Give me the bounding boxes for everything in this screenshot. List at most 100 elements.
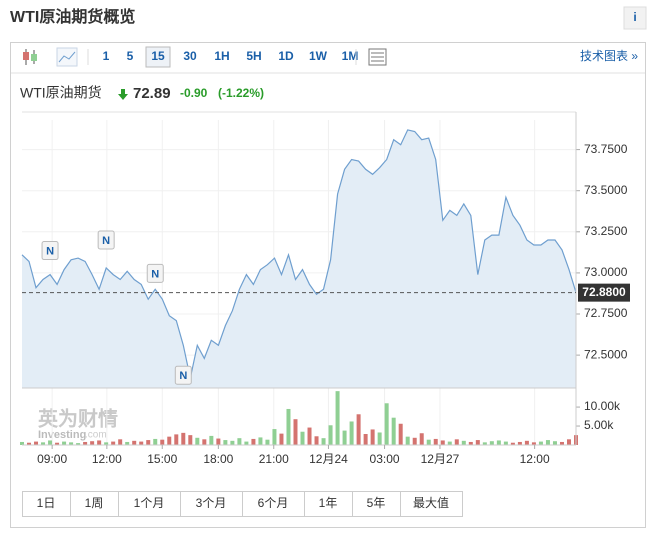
- volume-bar: [524, 440, 529, 445]
- interval-selected[interactable]: [145, 46, 171, 68]
- panel: [10, 42, 646, 528]
- interval-button[interactable]: 5H: [246, 49, 261, 63]
- volume-bar: [111, 441, 116, 445]
- volume-bar: [279, 433, 284, 445]
- volume-bar: [538, 441, 543, 445]
- tech-chart-link[interactable]: 技术图表 »: [580, 49, 638, 63]
- x-tick-label: 09:00: [37, 452, 67, 466]
- candle-icon[interactable]: [23, 49, 37, 65]
- x-tick-label: 03:00: [370, 452, 400, 466]
- range-button[interactable]: [352, 491, 401, 517]
- range-button[interactable]: [22, 491, 71, 517]
- volume-bar: [566, 439, 571, 445]
- interval-button[interactable]: 15: [151, 49, 165, 63]
- range-button[interactable]: [304, 491, 353, 517]
- range-button[interactable]: [70, 491, 119, 517]
- quote-change-pct: (-1.22%): [218, 86, 264, 100]
- news-marker[interactable]: [174, 365, 192, 385]
- volume-bar: [398, 423, 403, 445]
- news-label: N: [102, 235, 110, 247]
- volume-bar: [405, 436, 410, 445]
- volume-bar: [181, 432, 186, 445]
- price-line: [21, 129, 577, 379]
- volume-bar: [475, 440, 480, 445]
- news-marker[interactable]: [146, 263, 164, 283]
- news-marker[interactable]: [97, 230, 115, 250]
- interval-button[interactable]: 5: [127, 49, 134, 63]
- volume-bar: [489, 441, 494, 445]
- volume-bar: [384, 403, 389, 445]
- range-button[interactable]: [180, 491, 243, 517]
- range-label: 1周: [85, 496, 104, 510]
- interval-button[interactable]: 1W: [309, 49, 328, 63]
- volume-bar: [335, 391, 340, 445]
- volume-bar: [363, 434, 368, 445]
- quote-change: -0.90: [180, 86, 208, 100]
- interval-button[interactable]: 30: [183, 49, 197, 63]
- volume-bar: [69, 442, 74, 445]
- volume-bar: [167, 436, 172, 445]
- volume-bar: [20, 441, 24, 445]
- y2-tick-label: 10.00k: [584, 399, 621, 413]
- volume-bar: [97, 440, 102, 445]
- volume-bar: [76, 443, 81, 445]
- info-button[interactable]: [623, 6, 647, 30]
- volume-bar: [209, 435, 214, 445]
- volume-bar: [48, 440, 53, 445]
- volume-bar: [223, 440, 228, 445]
- y-tick-label: 73.0000: [584, 265, 628, 279]
- volume-bar: [265, 439, 270, 445]
- volume-bar: [440, 440, 445, 445]
- x-tick-label: 12月24: [309, 452, 348, 466]
- volume-bar: [62, 441, 67, 445]
- volume-bar: [531, 442, 536, 445]
- range-label: 3个月: [196, 496, 227, 510]
- volume-bar: [195, 437, 200, 445]
- news-marker[interactable]: [41, 241, 59, 261]
- interval-button[interactable]: 1D: [278, 49, 294, 63]
- price-area: [22, 129, 576, 388]
- down-arrow: [118, 89, 128, 100]
- volume-bar: [314, 436, 319, 445]
- x-tick-label: 18:00: [203, 452, 233, 466]
- volume-bar: [132, 440, 137, 445]
- volume-bar: [426, 439, 431, 445]
- volume-bar: [370, 429, 375, 445]
- interval-button[interactable]: 1: [103, 49, 110, 63]
- x-tick-label: 12月27: [421, 452, 460, 466]
- volume-bar: [83, 441, 88, 445]
- volume-bar: [160, 439, 165, 445]
- x-tick-label: 15:00: [147, 452, 177, 466]
- quote-name: WTI原油期货: [20, 85, 102, 101]
- range-button[interactable]: [400, 491, 463, 517]
- y-tick-label: 72.7500: [584, 306, 628, 320]
- volume-bar: [104, 442, 109, 445]
- news-label: N: [179, 370, 187, 382]
- volume-bar: [55, 442, 60, 445]
- layout-icon[interactable]: [368, 48, 387, 66]
- volume-bar: [300, 431, 305, 445]
- volume-bar: [118, 439, 123, 445]
- interval-button[interactable]: 1M: [342, 49, 359, 63]
- range-button[interactable]: [242, 491, 305, 517]
- volume-bar: [454, 439, 459, 445]
- line-icon[interactable]: [56, 47, 78, 67]
- volume-bar: [447, 441, 452, 445]
- volume-bar: [496, 440, 501, 445]
- range-label: 最大值: [413, 495, 449, 510]
- range-label: 1日: [37, 496, 56, 510]
- volume-bar: [510, 442, 515, 445]
- volume-bar: [482, 442, 487, 445]
- watermark-suffix: .com: [85, 430, 107, 441]
- volume-bar: [468, 441, 473, 445]
- interval-button[interactable]: 1H: [214, 49, 229, 63]
- ref-label-box: [578, 283, 630, 302]
- range-label: 1年: [319, 496, 338, 510]
- volume-bar: [433, 438, 438, 445]
- volume-bar: [258, 437, 263, 445]
- volume-bar: [244, 441, 249, 445]
- volume-bar: [503, 441, 508, 445]
- volume-bar: [307, 427, 312, 445]
- volume-bar: [391, 417, 396, 445]
